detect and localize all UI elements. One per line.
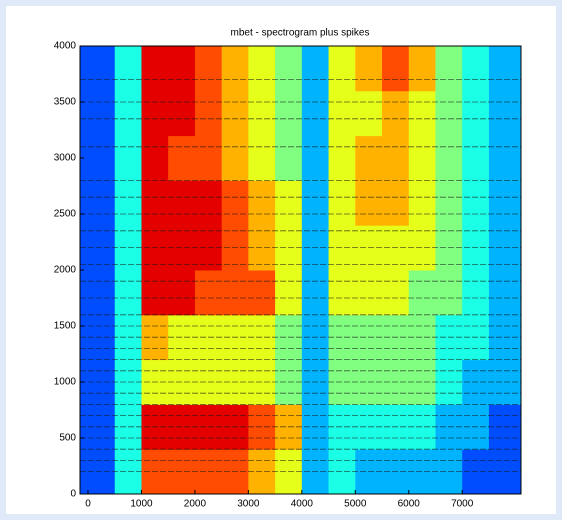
heatmap-cell: [355, 90, 383, 137]
heatmap-cell: [275, 46, 303, 92]
y-tick-label: 2000: [54, 265, 77, 276]
heatmap-cell: [355, 270, 383, 316]
heatmap-cell: [462, 270, 490, 316]
heatmap-cell: [248, 180, 276, 226]
heatmap-cell: [194, 180, 223, 226]
y-tick-label: 500: [59, 433, 76, 444]
heatmap-cell: [328, 135, 356, 181]
heatmap-cell: [435, 46, 463, 92]
heatmap-cell: [488, 270, 522, 316]
heatmap-cell: [168, 90, 196, 137]
chart-title: mbet - spectrogram plus spikes: [231, 28, 370, 39]
heatmap-cell: [248, 46, 276, 92]
heatmap-cell: [435, 90, 463, 137]
heatmap-cell: [382, 270, 410, 316]
heatmap-cell: [168, 270, 196, 316]
heatmap-cell: [221, 46, 249, 92]
heatmap-cell: [221, 135, 249, 181]
heatmap-cell: [328, 46, 356, 92]
heatmap-cell: [301, 135, 330, 181]
heatmap-cell: [488, 135, 522, 181]
x-tick-label: 2000: [184, 499, 207, 510]
heatmap-cell: [221, 180, 249, 226]
heatmap-cell: [435, 180, 463, 226]
heatmap-cell: [114, 270, 142, 316]
heatmap-cell: [408, 270, 436, 316]
heatmap-cell: [194, 270, 223, 316]
heatmap-cell: [141, 180, 169, 226]
heatmap-cell: [194, 90, 223, 137]
y-tick-label: 3500: [54, 97, 77, 108]
heatmap-cell: [248, 270, 276, 316]
heatmap-cell: [114, 180, 142, 226]
heatmap-cell: [435, 270, 463, 316]
heatmap-cell: [488, 90, 522, 137]
heatmap-cell: [301, 180, 330, 226]
heatmap-cell: [194, 46, 223, 92]
heatmap-cell: [141, 270, 169, 316]
x-tick-label: 3000: [237, 499, 260, 510]
heatmap-cell: [168, 180, 196, 226]
heatmap-cell: [168, 46, 196, 92]
heatmap-cell: [141, 90, 169, 137]
heatmap-cell: [141, 135, 169, 181]
heatmap-cell: [80, 46, 116, 92]
heatmap-cell: [382, 135, 410, 181]
heatmap-cell: [355, 135, 383, 181]
heatmap-cell: [435, 135, 463, 181]
y-tick-label: 4000: [54, 41, 77, 52]
heatmap-cell: [408, 90, 436, 137]
y-tick-label: 1500: [54, 321, 77, 332]
y-tick-label: 2500: [54, 209, 77, 220]
heatmap-cell: [328, 180, 356, 226]
x-tick-label: 4000: [291, 499, 314, 510]
heatmap-cell: [301, 46, 330, 92]
heatmap-cell: [80, 180, 116, 226]
heatmap-cell: [462, 180, 490, 226]
y-tick-label: 0: [70, 489, 76, 500]
heatmap-cell: [194, 135, 223, 181]
heatmap-cell: [141, 46, 169, 92]
heatmap-cell: [328, 270, 356, 316]
heatmap-cell: [488, 46, 522, 92]
heatmap-cell: [301, 90, 330, 137]
heatmap-cell: [248, 90, 276, 137]
heatmap-cell: [275, 90, 303, 137]
heatmap-cell: [301, 270, 330, 316]
heatmap-cell: [221, 270, 249, 316]
x-tick-label: 7000: [451, 499, 474, 510]
heatmap-cell: [408, 135, 436, 181]
heatmap-cell: [114, 135, 142, 181]
x-tick-label: 6000: [398, 499, 421, 510]
heatmap-cell: [114, 46, 142, 92]
heatmap-cell: [275, 135, 303, 181]
heatmap-cell: [221, 90, 249, 137]
x-tick-label: 0: [85, 499, 91, 510]
heatmap-cell: [275, 180, 303, 226]
x-tick-label: 5000: [344, 499, 367, 510]
heatmap-cell: [355, 46, 383, 92]
heatmap-cell: [168, 135, 196, 181]
heatmap-cell: [114, 90, 142, 137]
heatmap-cell: [488, 180, 522, 226]
heatmap-cell: [355, 180, 383, 226]
heatmap-cell: [382, 180, 410, 226]
heatmap-cell: [462, 90, 490, 137]
heatmap-cell: [382, 46, 410, 92]
heatmap-cell: [80, 90, 116, 137]
heatmap-cell: [248, 135, 276, 181]
heatmap-cell: [80, 270, 116, 316]
heatmap-cell: [408, 46, 436, 92]
x-tick-label: 1000: [130, 499, 153, 510]
heatmap-cell: [328, 90, 356, 137]
heatmap-cell: [382, 90, 410, 137]
heatmap-cell: [462, 135, 490, 181]
heatmap-cell: [275, 270, 303, 316]
y-tick-label: 1000: [54, 377, 77, 388]
heatmap-cell: [408, 180, 436, 226]
heatmap-cell: [462, 46, 490, 92]
heatmap-cell: [80, 135, 116, 181]
y-tick-label: 3000: [54, 153, 77, 164]
